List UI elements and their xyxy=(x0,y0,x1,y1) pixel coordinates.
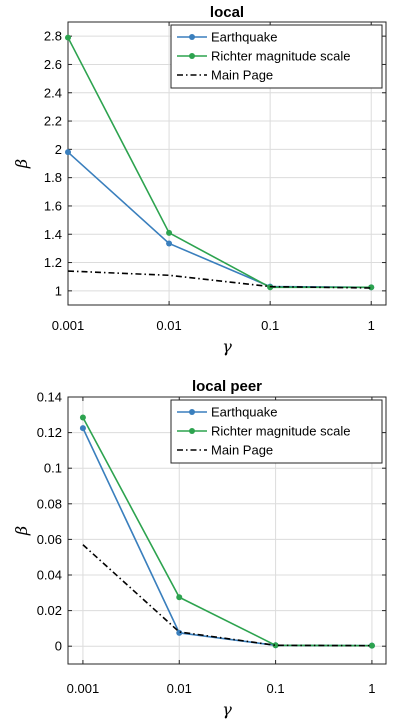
data-point xyxy=(65,149,71,156)
y-tick-label: 0.1 xyxy=(44,461,62,476)
x-tick-label: 0.001 xyxy=(52,318,85,333)
chart-1: 0.001 0.01 0.1 1 1 1.2 1.4 1.6 1.8 2 2.2 2.4 2.6 2.8 l… xyxy=(12,4,387,356)
x-tick-label: 0.1 xyxy=(267,681,285,696)
y-tick-label: 0.02 xyxy=(37,603,62,618)
legend: Earthquake Richter magnitude scale Main Pa… xyxy=(170,399,383,464)
plot-frame xyxy=(67,21,387,306)
y-tick-label: 2.6 xyxy=(44,57,62,72)
x-tick-label: 0.001 xyxy=(67,681,100,696)
data-point xyxy=(368,284,375,291)
x-tick-label: 0.01 xyxy=(167,681,192,696)
chart-title: local peer xyxy=(192,378,262,395)
legend-label: Earthquake xyxy=(211,30,278,45)
x-tick-label: 1 xyxy=(368,318,375,333)
y-tick-label: 1 xyxy=(55,283,62,298)
x-tick-label: 0.1 xyxy=(261,318,279,333)
y-tick-label: 0.14 xyxy=(37,390,62,405)
y-tick-label: 1.6 xyxy=(44,198,62,213)
data-point xyxy=(176,629,183,636)
y-tick-label: 0.06 xyxy=(37,532,62,547)
x-tick-label: 1 xyxy=(368,681,375,696)
data-point xyxy=(176,594,183,601)
legend-marker xyxy=(189,34,195,40)
legend-label: Main Page xyxy=(211,443,273,458)
y-tick-label: 0.04 xyxy=(37,568,62,583)
x-axis-label: γ xyxy=(222,700,232,719)
y-axis-label: β xyxy=(12,526,31,536)
chart-2: 0.001 0.01 0.1 1 0 0.02 0.04 0.06 0.08 0.1 0.12 0.1… xyxy=(12,378,387,719)
y-tick-label: 0.12 xyxy=(37,425,62,440)
legend-label: Earthquake xyxy=(211,405,278,420)
data-point xyxy=(166,229,173,236)
data-point xyxy=(79,414,86,421)
series-line-3 xyxy=(67,270,372,289)
data-point xyxy=(166,240,173,247)
data-point xyxy=(368,642,375,649)
legend-marker xyxy=(189,53,195,59)
data-point xyxy=(65,34,71,41)
y-tick-label: 2.2 xyxy=(44,114,62,129)
data-point xyxy=(272,642,279,649)
y-tick-label: 1.4 xyxy=(44,227,62,242)
y-tick-label: 0.08 xyxy=(37,496,62,511)
legend-marker xyxy=(189,409,195,415)
x-tick-label: 0.01 xyxy=(156,318,181,333)
y-tick-label: 2.4 xyxy=(44,85,62,100)
x-axis-label: γ xyxy=(222,337,232,356)
legend-label: Richter magnitude scale xyxy=(211,49,350,64)
series-line-3 xyxy=(82,544,372,647)
y-tick-label: 1.8 xyxy=(44,170,62,185)
y-tick-label: 1.2 xyxy=(44,255,62,270)
legend-label: Main Page xyxy=(211,68,273,83)
y-tick-label: 0 xyxy=(55,639,62,654)
y-tick-label: 2 xyxy=(55,142,62,157)
chart-title: local xyxy=(210,4,244,21)
legend-marker xyxy=(189,428,195,434)
series-line-1 xyxy=(67,151,372,289)
data-point xyxy=(79,425,86,432)
plot-frame xyxy=(67,396,387,665)
y-tick-label: 2.8 xyxy=(44,29,62,44)
y-axis-label: β xyxy=(12,159,31,169)
legend: Earthquake Richter magnitude scale Main Pa… xyxy=(170,24,383,89)
legend-label: Richter magnitude scale xyxy=(211,424,350,439)
